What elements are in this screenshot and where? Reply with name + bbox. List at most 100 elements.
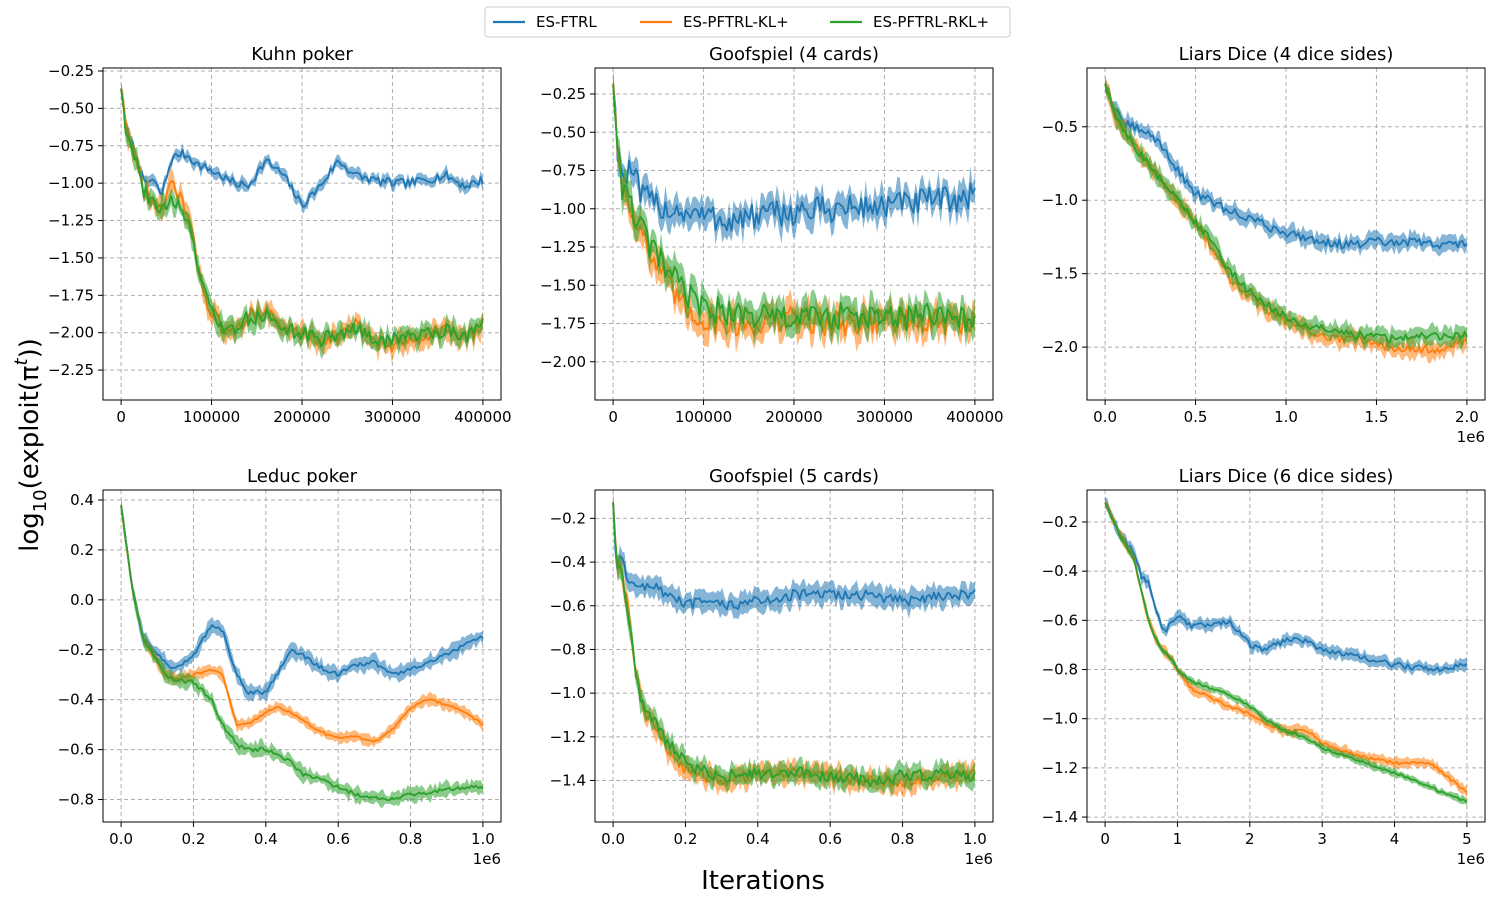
x-tick-label: 400000 [946, 408, 1003, 426]
x-tick-label: 2.0 [1455, 408, 1479, 426]
y-tick-label: −1.00 [540, 200, 586, 218]
line-es-pftrl-rkl [612, 84, 976, 333]
x-tick-label: 0 [116, 408, 126, 426]
subplot-panels: 0 100000 200000 300000 400000 −2.25 −2.00 −1.75… [48, 44, 1486, 868]
band-es-pftrl-rkl [1105, 77, 1467, 353]
y-tick-label: −0.2 [58, 641, 94, 659]
line-es-ftrl [1104, 502, 1468, 673]
x-tick-label: 100000 [675, 408, 732, 426]
y-tick-label: −0.6 [550, 597, 586, 615]
y-tick-label: −1.4 [550, 772, 586, 790]
y-tick-label: −2.25 [48, 361, 94, 379]
x-tick-label: 0.8 [891, 830, 915, 848]
series-group [120, 82, 484, 364]
x-tick-label: 0.4 [254, 830, 278, 848]
subplot-liars-dice-6-dice-sides: 0 1 2 3 4 5 −1.4 −1.2 −1.0 −0.8 −0.6 −0.4 −0.2 1e6 Lia… [1042, 466, 1486, 868]
x-tick-label: 0.6 [326, 830, 350, 848]
series-group [1104, 497, 1468, 806]
x-offset-text: 1e6 [965, 850, 993, 868]
y-tick-label: −1.2 [1042, 759, 1078, 777]
series-group [1104, 75, 1468, 364]
y-tick-label: −0.75 [540, 162, 586, 180]
y-tick-label: −0.2 [550, 509, 586, 527]
x-tick-label: 2 [1245, 830, 1255, 848]
x-tick-label: 3 [1317, 830, 1327, 848]
band-es-ftrl [613, 490, 975, 620]
subplot-liars-dice-4-dice-sides: 0.0 0.5 1.0 1.5 2.0 −2.0 −1.5 −1.0 −0.5 1e6 Liars … [1042, 44, 1486, 446]
y-tick-label: −0.6 [58, 741, 94, 759]
y-tick-label: −1.75 [540, 315, 586, 333]
band-es-ftrl [613, 75, 975, 246]
y-tick-label: −1.50 [540, 276, 586, 294]
ylabel-superscript: t [11, 357, 32, 365]
subplot-title: Leduc poker [247, 466, 358, 487]
x-tick-label: 300000 [364, 408, 421, 426]
figure-ylabel: log10(exploit(πt)) [11, 338, 51, 552]
y-tick-label: −1.25 [48, 212, 94, 230]
y-tick-label: −1.0 [1042, 191, 1078, 209]
y-tick-label: −0.4 [1042, 562, 1078, 580]
x-tick-label: 0.0 [109, 830, 133, 848]
x-tick-label: 0.0 [1093, 408, 1117, 426]
line-es-ftrl [120, 505, 484, 695]
ylabel-exploit: (exploit(π [15, 365, 45, 489]
x-tick-label: 1.5 [1365, 408, 1389, 426]
line-es-pftrl-rkl [1104, 83, 1468, 344]
subplot-goofspiel-4-cards: 0 100000 200000 300000 400000 −2.00 −1.75 −1.50… [540, 44, 1004, 426]
subplot-title: Kuhn poker [251, 44, 353, 65]
x-offset-text: 1e6 [473, 850, 501, 868]
x-tick-label: 1.0 [963, 830, 987, 848]
x-tick-label: 200000 [765, 408, 822, 426]
band-es-pftrl-rkl [121, 83, 483, 360]
y-tick-label: −1.4 [1042, 808, 1078, 826]
band-es-pftrl-rkl [613, 492, 975, 797]
legend: ES-FTRL ES-PFTRL-KL+ ES-PFTRL-RKL+ [484, 6, 1011, 38]
y-tick-label: −2.00 [540, 353, 586, 371]
subplot-title: Goofspiel (4 cards) [709, 44, 879, 65]
x-tick-label: 300000 [856, 408, 913, 426]
x-tick-label: 0 [608, 408, 618, 426]
y-tick-label: −1.75 [48, 286, 94, 304]
y-tick-label: −0.25 [540, 85, 586, 103]
y-tick-label: 0.0 [70, 591, 94, 609]
y-tick-label: −1.00 [48, 174, 94, 192]
y-tick-label: −0.8 [58, 791, 94, 809]
x-tick-label: 0.2 [182, 830, 206, 848]
ylabel-close: )) [15, 338, 45, 358]
x-tick-label: 200000 [273, 408, 330, 426]
x-tick-label: 0.5 [1184, 408, 1208, 426]
x-tick-label: 0.8 [399, 830, 423, 848]
y-tick-label: −0.50 [48, 99, 94, 117]
x-tick-label: 5 [1462, 830, 1472, 848]
x-tick-label: 0.6 [818, 830, 842, 848]
y-tick-label: −0.4 [58, 691, 94, 709]
x-tick-label: 0.2 [674, 830, 698, 848]
y-tick-label: −1.0 [550, 684, 586, 702]
y-tick-label: −1.25 [540, 238, 586, 256]
series-group [120, 496, 484, 808]
x-tick-label: 1.0 [1274, 408, 1298, 426]
ylabel-log: log [15, 512, 45, 552]
y-tick-label: −2.00 [48, 324, 94, 342]
subplot-goofspiel-5-cards: 0.0 0.2 0.4 0.6 0.8 1.0 −1.4 −1.2 −1.0 −0.8 −0.6 −0… [550, 466, 994, 868]
x-tick-label: 100000 [183, 408, 240, 426]
line-es-pftrl-rkl [120, 89, 484, 348]
x-tick-label: 1.0 [471, 830, 495, 848]
x-tick-label: 4 [1390, 830, 1400, 848]
x-offset-text: 1e6 [1457, 850, 1485, 868]
y-tick-label: 0.4 [70, 491, 94, 509]
band-es-pftrl-rkl [613, 68, 975, 348]
line-es-ftrl [120, 88, 484, 208]
y-tick-label: −0.2 [1042, 513, 1078, 531]
x-tick-label: 400000 [454, 408, 511, 426]
y-tick-label: 0.2 [70, 541, 94, 559]
y-tick-label: −1.0 [1042, 710, 1078, 728]
y-tick-label: −0.8 [1042, 661, 1078, 679]
series-group [612, 68, 976, 354]
axes-frame [594, 489, 994, 823]
line-es-pftrl-rkl [1104, 502, 1468, 803]
x-offset-text: 1e6 [1457, 428, 1485, 446]
x-tick-label: 1 [1173, 830, 1183, 848]
band-es-ftrl [121, 82, 483, 215]
line-es-pftrl-rkl [120, 505, 484, 801]
